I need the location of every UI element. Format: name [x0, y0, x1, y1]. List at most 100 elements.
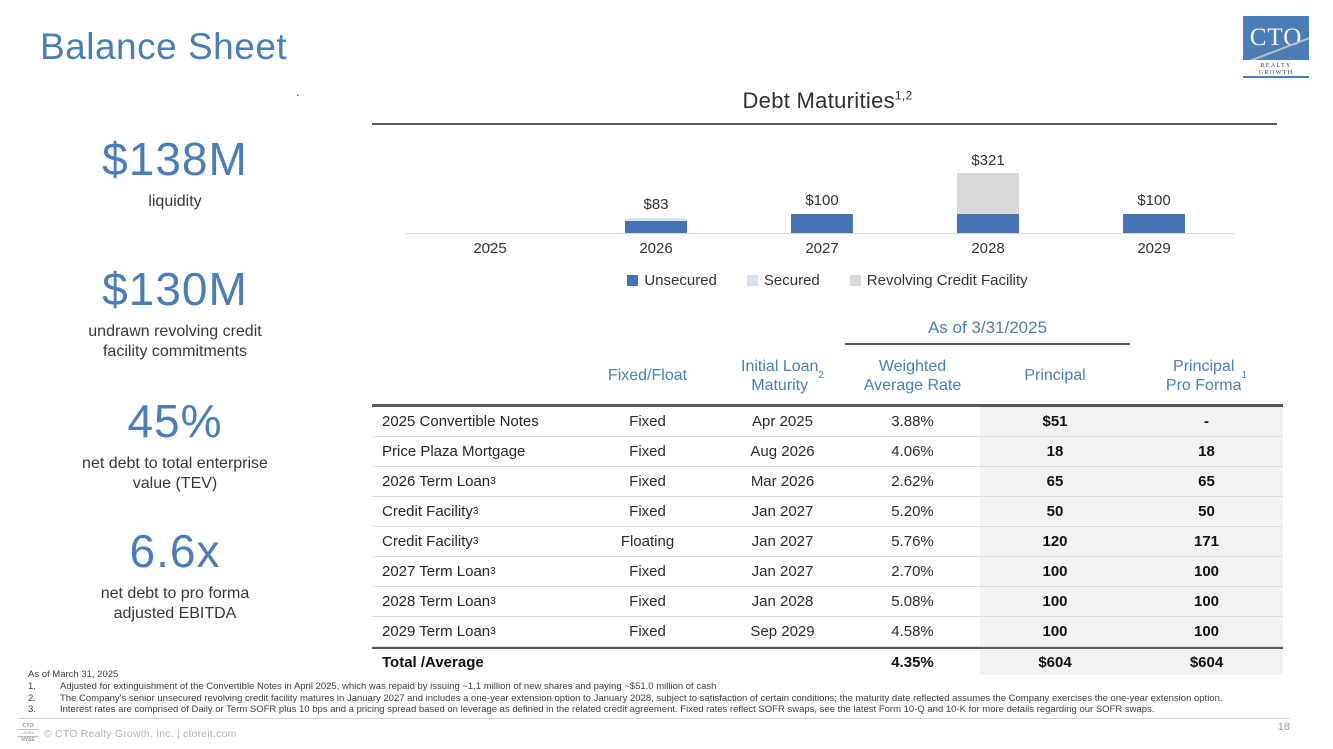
cell-principal: 100: [980, 557, 1130, 586]
cell-principal: $604: [980, 649, 1130, 675]
cell-text: Fixed: [629, 593, 666, 610]
column-header-5: Principal Pro Forma 1: [1130, 350, 1283, 402]
metric-value: 6.6x: [129, 525, 221, 577]
metric-label: net debt to total enterprise value (TEV): [82, 455, 268, 492]
cell-text: Apr 2025: [752, 413, 813, 430]
cell-maturity: Jan 2027: [720, 527, 845, 556]
bar-segment-unsecured: [791, 214, 853, 233]
cell-principal: 100: [980, 587, 1130, 616]
bar-stack-2027: [791, 214, 853, 233]
cell-text: $604: [1189, 653, 1224, 671]
cell-principal: 100: [980, 617, 1130, 646]
cell-text: 5.76%: [891, 533, 934, 550]
cell-text: Fixed: [629, 623, 666, 640]
chart-title-divider: [372, 123, 1277, 125]
footnote-number: 1.: [28, 681, 36, 692]
chart-plot-area: - $83 $100 $321 $100: [405, 125, 1235, 253]
cto-logo-box: CTO: [1243, 16, 1309, 60]
chart-title-footnote-marker: 1,2: [894, 88, 913, 103]
cell-text: 100: [1042, 593, 1068, 610]
nyse-badge-listed: LISTED: [18, 730, 38, 737]
cell-fixed_float: Fixed: [575, 557, 720, 586]
metric-value: 45%: [127, 395, 223, 447]
cell-maturity: Apr 2025: [720, 407, 845, 436]
cell-pro_forma: 100: [1130, 557, 1283, 586]
chart-legend: Unsecured Secured Revolving Credit Facilit…: [372, 272, 1283, 289]
bar-value-label: $100: [1137, 192, 1171, 209]
cell-maturity: Jan 2027: [720, 557, 845, 586]
legend-label: Unsecured: [644, 272, 717, 289]
bar-value-label: $321: [971, 152, 1005, 169]
cell-fixed_float: Floating: [575, 527, 720, 556]
cell-rate: 2.62%: [845, 467, 980, 496]
cell-text: Fixed: [629, 503, 666, 520]
column-header-text: Weighted Average Rate: [863, 357, 962, 394]
cell-text: Jan 2027: [751, 563, 814, 580]
cell-rate: 2.70%: [845, 557, 980, 586]
cell-text: Aug 2026: [750, 443, 815, 460]
cto-logo-subtitle: REALTY GROWTH: [1243, 60, 1309, 78]
cell-text: 3.88%: [891, 413, 934, 430]
column-header-2: Initial Loan Maturity 2: [720, 350, 845, 402]
cell-text: 120: [1042, 533, 1068, 550]
cell-maturity: Jan 2028: [720, 587, 845, 616]
cell-name: 2028 Term Loan 3: [372, 587, 575, 616]
bar-stack-2029: [1123, 214, 1185, 233]
footnote-text: The Company's senior unsecured revolving…: [60, 692, 1223, 704]
chart-title: Debt Maturities1,2: [372, 88, 1283, 114]
x-axis-label: 2029: [1137, 240, 1171, 257]
x-axis-label: 2027: [805, 240, 839, 257]
bar-segment-unsecured: [1123, 214, 1185, 233]
bar-value-label: $83: [643, 196, 669, 213]
column-header-0: [372, 350, 575, 402]
legend-label: Secured: [763, 272, 820, 289]
cell-name: 2026 Term Loan 3: [372, 467, 575, 496]
cell-text: Price Plaza Mortgage: [382, 443, 526, 460]
nyse-listed-badge: CTO LISTED NYSE: [18, 723, 38, 743]
x-axis-label: 2026: [639, 240, 673, 257]
cell-maturity: Aug 2026: [720, 437, 845, 466]
column-header-footnote-marker: 1: [1241, 370, 1248, 381]
cell-text: 65: [1198, 473, 1215, 490]
table-total-row: Total /Average 4.35% $604 $604: [372, 647, 1283, 675]
metric-label: liquidity: [148, 193, 202, 210]
bar-segment-secured: [625, 218, 687, 221]
cell-text: 5.08%: [891, 593, 934, 610]
cell-text: Sep 2029: [750, 623, 815, 640]
bar-value-label: $100: [805, 192, 839, 209]
cell-text: 50: [1198, 503, 1215, 520]
cell-text: 2.70%: [891, 563, 934, 580]
cell-text: Credit Facility: [382, 503, 473, 520]
legend-swatch-icon: [627, 275, 639, 286]
cell-fixed_float: Fixed: [575, 407, 720, 436]
cell-name: Credit Facility 3: [372, 527, 575, 556]
cell-pro_forma: 100: [1130, 587, 1283, 616]
footnote-item: 3. Interest rates are comprised of Daily …: [28, 704, 1290, 716]
footnote-number: 2.: [28, 692, 36, 704]
table-row: 2027 Term Loan 3 Fixed Jan 2027 2.70% 100 100: [372, 557, 1283, 587]
cell-text: Total /Average: [382, 653, 484, 671]
cell-fixed_float: Fixed: [575, 437, 720, 466]
cell-name: Price Plaza Mortgage: [372, 437, 575, 466]
nyse-badge-cto: CTO: [18, 723, 38, 730]
bar-stack-2026: [625, 218, 687, 233]
cell-text: $604: [1038, 653, 1072, 671]
cell-maturity: Jan 2027: [720, 497, 845, 526]
x-axis-label: 2028: [971, 240, 1005, 257]
cell-text: 65: [1046, 473, 1064, 490]
cell-text: Fixed: [629, 563, 666, 580]
cell-text: 100: [1193, 593, 1220, 610]
row-footnote-marker: 3: [490, 596, 496, 607]
table-row: Credit Facility 3 Floating Jan 2027 5.76% 120…: [372, 527, 1283, 557]
cell-pro_forma: -: [1130, 407, 1283, 436]
cell-text: 2.62%: [891, 473, 934, 490]
column-header-1: Fixed/Float: [575, 350, 720, 402]
cell-rate: 3.88%: [845, 407, 980, 436]
cell-text: Jan 2027: [751, 503, 814, 520]
cell-text: -: [1204, 413, 1209, 430]
table-row: 2029 Term Loan 3 Fixed Sep 2029 4.58% 100 100: [372, 617, 1283, 647]
metric-block: 45% net debt to total enterprise value (T…: [25, 394, 325, 494]
cell-principal: 50: [980, 497, 1130, 526]
row-footnote-marker: 3: [472, 536, 479, 547]
metric-block: $138M liquidity: [25, 132, 325, 212]
